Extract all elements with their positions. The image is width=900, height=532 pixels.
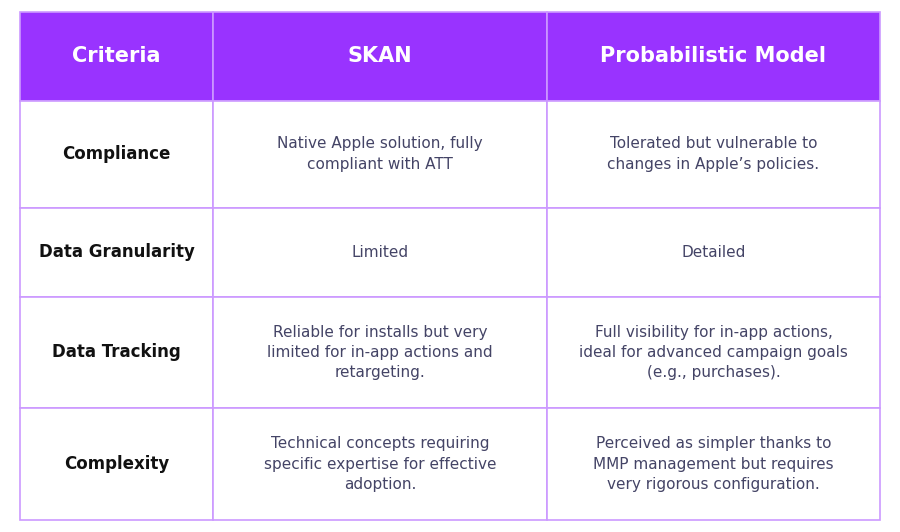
- Text: Native Apple solution, fully
compliant with ATT: Native Apple solution, fully compliant w…: [277, 136, 482, 172]
- FancyBboxPatch shape: [20, 296, 213, 409]
- Text: Compliance: Compliance: [62, 145, 171, 163]
- FancyBboxPatch shape: [20, 409, 213, 520]
- FancyBboxPatch shape: [546, 101, 880, 207]
- Text: Reliable for installs but very
limited for in-app actions and
retargeting.: Reliable for installs but very limited f…: [267, 325, 493, 380]
- FancyBboxPatch shape: [20, 12, 213, 101]
- Text: Perceived as simpler thanks to
MMP management but requires
very rigorous configu: Perceived as simpler thanks to MMP manag…: [593, 436, 833, 492]
- FancyBboxPatch shape: [213, 296, 546, 409]
- Text: Full visibility for in-app actions,
ideal for advanced campaign goals
(e.g., pur: Full visibility for in-app actions, idea…: [579, 325, 848, 380]
- FancyBboxPatch shape: [546, 207, 880, 296]
- Text: Complexity: Complexity: [64, 455, 169, 473]
- FancyBboxPatch shape: [20, 207, 213, 296]
- FancyBboxPatch shape: [213, 207, 546, 296]
- Text: Data Tracking: Data Tracking: [52, 344, 181, 361]
- FancyBboxPatch shape: [213, 12, 546, 101]
- FancyBboxPatch shape: [20, 101, 213, 207]
- FancyBboxPatch shape: [213, 101, 546, 207]
- Text: Technical concepts requiring
specific expertise for effective
adoption.: Technical concepts requiring specific ex…: [264, 436, 496, 492]
- Text: SKAN: SKAN: [347, 46, 412, 66]
- FancyBboxPatch shape: [213, 409, 546, 520]
- FancyBboxPatch shape: [546, 12, 880, 101]
- FancyBboxPatch shape: [546, 409, 880, 520]
- Text: Tolerated but vulnerable to
changes in Apple’s policies.: Tolerated but vulnerable to changes in A…: [608, 136, 820, 172]
- Text: Limited: Limited: [351, 245, 409, 260]
- FancyBboxPatch shape: [546, 296, 880, 409]
- Text: Probabilistic Model: Probabilistic Model: [600, 46, 826, 66]
- Text: Detailed: Detailed: [681, 245, 745, 260]
- Text: Criteria: Criteria: [72, 46, 161, 66]
- Text: Data Granularity: Data Granularity: [39, 243, 194, 261]
